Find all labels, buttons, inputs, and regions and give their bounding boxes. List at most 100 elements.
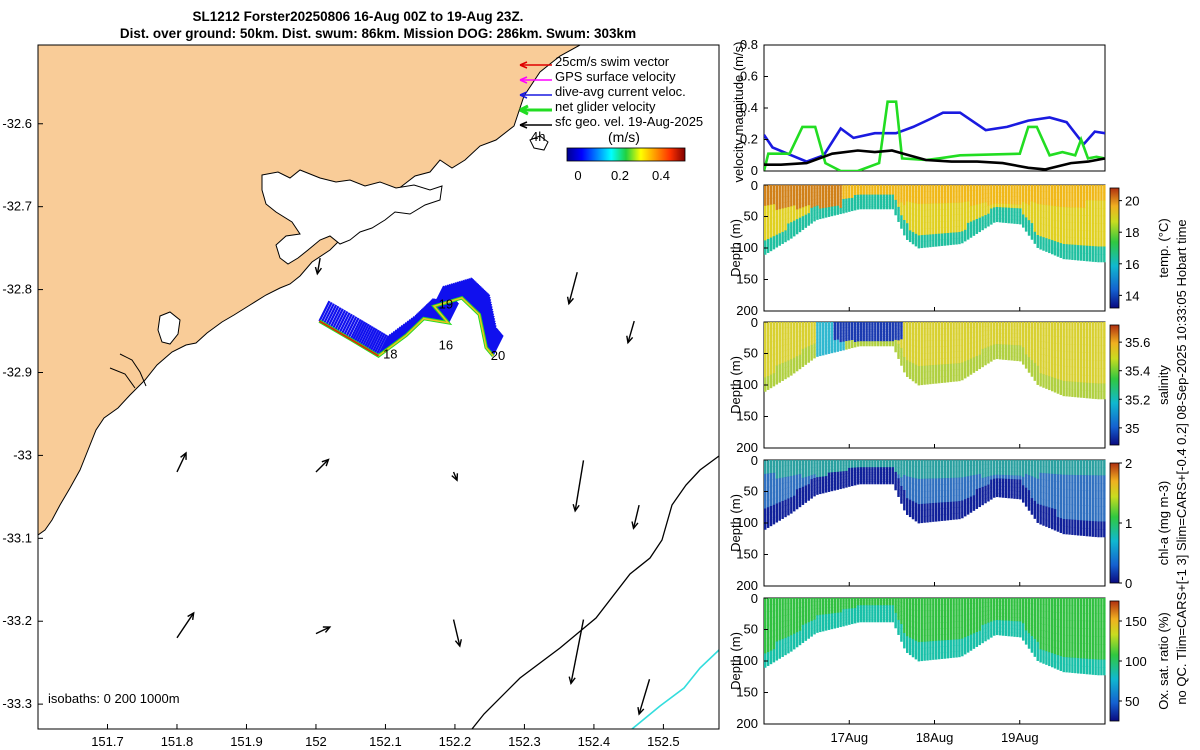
section-profile-cell	[949, 495, 952, 503]
section-profile-cell	[1068, 664, 1071, 673]
section-profile-cell	[908, 615, 912, 622]
section-profile-cell	[990, 196, 993, 202]
dive-avg-vector	[353, 321, 366, 343]
section-profile-cell	[798, 227, 802, 233]
section-profile-cell	[778, 652, 781, 659]
section-profile-cell	[885, 197, 889, 200]
section-profile-cell	[1045, 218, 1048, 226]
section-profile-cell	[1010, 463, 1013, 469]
section-profile-cell	[1042, 230, 1045, 238]
section-profile-cell	[1079, 192, 1083, 201]
dive-avg-vector	[483, 317, 496, 339]
section-profile-cell	[1024, 189, 1028, 195]
section-profile-cell	[853, 207, 857, 211]
section-profile-cell	[781, 202, 784, 209]
section-profile-cell	[778, 616, 781, 623]
section-profile-cell	[1074, 229, 1077, 238]
section-profile-cell	[920, 510, 923, 517]
section-profile-cell	[790, 206, 793, 213]
section-profile-cell	[827, 322, 831, 326]
section-profile-cell	[966, 338, 970, 345]
section-profile-cell	[923, 647, 926, 655]
section-profile-cell	[845, 470, 848, 475]
section-profile-cell	[1039, 485, 1042, 493]
section-profile-cell	[839, 612, 842, 616]
map-x-tick-label: 151.7	[91, 734, 124, 749]
section-profile-cell	[932, 515, 935, 522]
section-profile-cell	[784, 333, 787, 340]
section-profile-cell	[810, 463, 813, 469]
section-profile-cell	[897, 217, 900, 222]
section-profile-cell	[1030, 370, 1034, 377]
section-profile-cell	[935, 604, 938, 611]
section-profile-cell	[911, 226, 915, 233]
section-profile-cell	[1030, 185, 1034, 191]
section-profile-cell	[993, 486, 996, 491]
map-x-tick-label: 152.3	[508, 734, 541, 749]
section-profile-cell	[914, 221, 918, 229]
section-profile-cell	[1074, 322, 1077, 330]
section-profile-cell	[1039, 210, 1042, 218]
section-profile-cell	[926, 472, 929, 480]
section-profile-cell	[940, 628, 944, 635]
section-profile-cell	[830, 475, 834, 479]
section-profile-cell	[894, 621, 897, 626]
section-profile-cell	[772, 341, 776, 348]
section-profile-cell	[987, 354, 990, 360]
section-profile-cell	[1022, 602, 1025, 607]
section-profile-cell	[851, 334, 854, 338]
section-profile-cell	[772, 623, 776, 631]
section-profile-cell	[885, 481, 889, 485]
section-profile-cell	[1065, 322, 1068, 330]
section-profile-cell	[801, 185, 805, 190]
section-profile-cell	[932, 203, 935, 210]
section-profile-cell	[1024, 331, 1028, 337]
section-profile-cell	[946, 233, 950, 240]
section-profile-cell	[891, 617, 894, 620]
section-profile-cell	[908, 373, 912, 380]
section-profile-cell	[784, 230, 787, 237]
section-profile-cell	[900, 335, 903, 340]
section-profile-cell	[906, 234, 909, 240]
section-profile-cell	[987, 346, 990, 352]
section-profile-cell	[1019, 471, 1022, 476]
section-profile-cell	[984, 193, 987, 199]
section-profile-cell	[929, 240, 932, 248]
section-profile-cell	[842, 603, 845, 607]
section-profile-cell	[845, 617, 848, 621]
section-profile-cell	[920, 328, 923, 335]
section-profile-cell	[787, 504, 790, 510]
section-profile-cell	[940, 616, 944, 623]
section-profile-cell	[964, 350, 967, 357]
section-profile-cell	[1036, 334, 1039, 342]
section-profile-cell	[798, 208, 802, 214]
section-profile-cell	[998, 325, 1002, 330]
section-profile-cell	[1042, 479, 1045, 487]
section-profile-cell	[807, 606, 810, 611]
section-profile-cell	[990, 212, 993, 217]
section-profile-cell	[1013, 322, 1016, 327]
section-profile-cell	[1013, 483, 1016, 488]
section-profile-cell	[1071, 229, 1074, 238]
geo-vector-arrow	[631, 504, 640, 530]
section-profile-cell	[827, 460, 831, 464]
section-profile-cell	[877, 343, 880, 347]
section-profile-cell	[1036, 216, 1039, 223]
section-profile-cell	[822, 607, 825, 612]
section-profile-cell	[848, 327, 851, 331]
section-profile-cell	[784, 511, 787, 518]
section-profile-cell	[851, 185, 854, 188]
section-profile-cell	[804, 326, 808, 331]
section-profile-cell	[1027, 608, 1031, 614]
section-profile-cell	[940, 191, 944, 198]
section-profile-cell	[804, 485, 808, 491]
section-profile-cell	[932, 358, 935, 366]
section-profile-cell	[1030, 365, 1034, 372]
section-profile-cell	[995, 598, 999, 603]
section-profile-cell	[1071, 665, 1074, 673]
section-profile-cell	[926, 346, 929, 354]
section-profile-cell	[1059, 510, 1063, 519]
section-profile-cell	[1074, 467, 1077, 476]
section-profile-cell	[859, 187, 863, 191]
section-profile-cell	[937, 616, 941, 623]
